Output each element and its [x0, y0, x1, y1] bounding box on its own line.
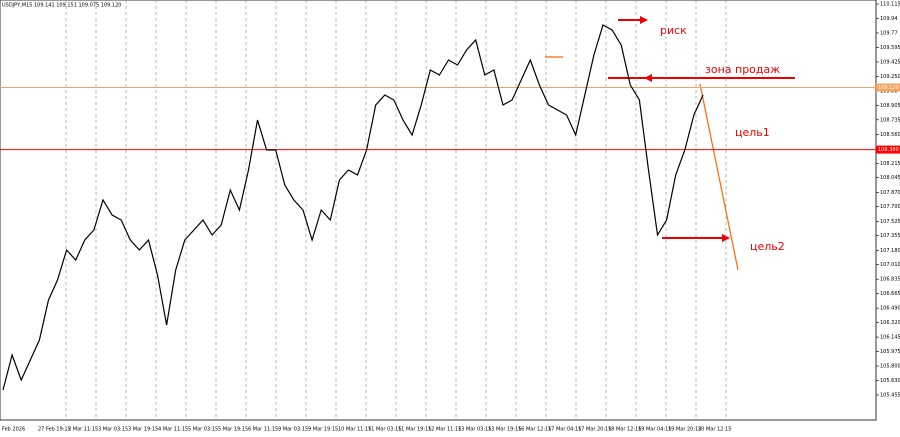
- y-tick-label: 107.180: [880, 248, 900, 254]
- x-tick-label: 9 Mar 03:15: [278, 427, 308, 433]
- x-tick-label: 17 Mar 04:15: [548, 427, 581, 433]
- y-tick-label: 109.77: [880, 30, 898, 36]
- y-tick-label: 107.010: [880, 262, 900, 268]
- x-tick-label: 19 Mar 20:15: [668, 427, 701, 433]
- y-tick-label: 109.94: [880, 16, 898, 22]
- y-tick-label: 108.735: [880, 117, 900, 123]
- x-tick-label: 19 Mar 04:15: [638, 427, 671, 433]
- x-tick-label: 9 Mar 19:15: [308, 427, 338, 433]
- x-tick-label: 20 Mar 12:15: [698, 427, 731, 433]
- y-tick-label: 106.320: [880, 320, 900, 326]
- y-tick-label: 109.250: [880, 74, 900, 80]
- x-tick-label: 13 Mar 03:15: [458, 427, 491, 433]
- y-tick-label: 107.870: [880, 190, 900, 196]
- y-tick-label: 106.145: [880, 335, 900, 341]
- x-tick-label: 10 Mar 11:15: [338, 427, 371, 433]
- annotation: зона продаж: [705, 63, 780, 76]
- x-tick-label: Feb 2026: [2, 427, 25, 433]
- y-tick-label: 106.490: [880, 306, 900, 312]
- y-tick-label: 108.215: [880, 161, 900, 167]
- x-tick-label: 4 Mar 11:15: [158, 427, 188, 433]
- drawings: [545, 16, 795, 271]
- x-tick-label: 12 Mar 11:15: [428, 427, 461, 433]
- y-tick-label: 108.045: [880, 175, 900, 181]
- arrow-head: [644, 74, 652, 82]
- chart-header: USDJPY,M15 109.141 109.151 109.075 109.1…: [2, 3, 121, 9]
- level-label: 109.120: [878, 85, 899, 91]
- x-tick-label: 16 Mar 12:15: [518, 427, 551, 433]
- x-tick-label: 18 Mar 12:15: [608, 427, 641, 433]
- y-tick-label: 105.455: [880, 392, 900, 398]
- level-label: 108.380: [878, 147, 899, 153]
- y-tick-label: 108.905: [880, 103, 900, 109]
- y-tick-label: 110.115: [880, 2, 900, 8]
- y-tick-label: 107.700: [880, 204, 900, 210]
- arrow-head: [722, 234, 730, 242]
- x-tick-label: 5 Mar 19:15: [218, 427, 248, 433]
- x-tick-label: 6 Mar 11:15: [248, 427, 278, 433]
- annotation: цель1: [735, 126, 770, 139]
- y-tick-label: 109.595: [880, 45, 900, 51]
- x-tick-label: 27 Feb 19:15: [38, 427, 71, 433]
- y-tick-label: 106.835: [880, 277, 900, 283]
- x-tick-label: 13 Mar 19:15: [488, 427, 521, 433]
- y-tick-label: 108.560: [880, 132, 900, 138]
- x-tick-label: 11 Mar 19:15: [398, 427, 431, 433]
- projection: [699, 83, 739, 271]
- annotation: цель2: [750, 240, 785, 253]
- price-line: [2, 24, 704, 391]
- arrow-head: [640, 16, 648, 24]
- y-tick-label: 105.630: [880, 378, 900, 384]
- x-tick-label: 3 Mar 19:15: [128, 427, 158, 433]
- x-tick-label: 2 Mar 11:15: [68, 427, 98, 433]
- y-tick-label: 109.425: [880, 59, 900, 65]
- level-label-box: [876, 83, 900, 92]
- annotation: риск: [660, 24, 687, 37]
- x-tick-label: 17 Mar 20:15: [578, 427, 611, 433]
- x-tick-label: 3 Mar 03:15: [98, 427, 128, 433]
- y-tick-label: 105.975: [880, 349, 900, 355]
- y-tick-label: 106.665: [880, 291, 900, 297]
- plot-frame: [0, 0, 877, 421]
- level-label-box: [876, 145, 900, 154]
- y-tick-label: 107.355: [880, 233, 900, 239]
- y-tick-label: 107.525: [880, 219, 900, 225]
- x-tick-label: 11 Mar 03:15: [368, 427, 401, 433]
- y-tick-label: 105.800: [880, 364, 900, 370]
- x-tick-label: 5 Mar 03:15: [188, 427, 218, 433]
